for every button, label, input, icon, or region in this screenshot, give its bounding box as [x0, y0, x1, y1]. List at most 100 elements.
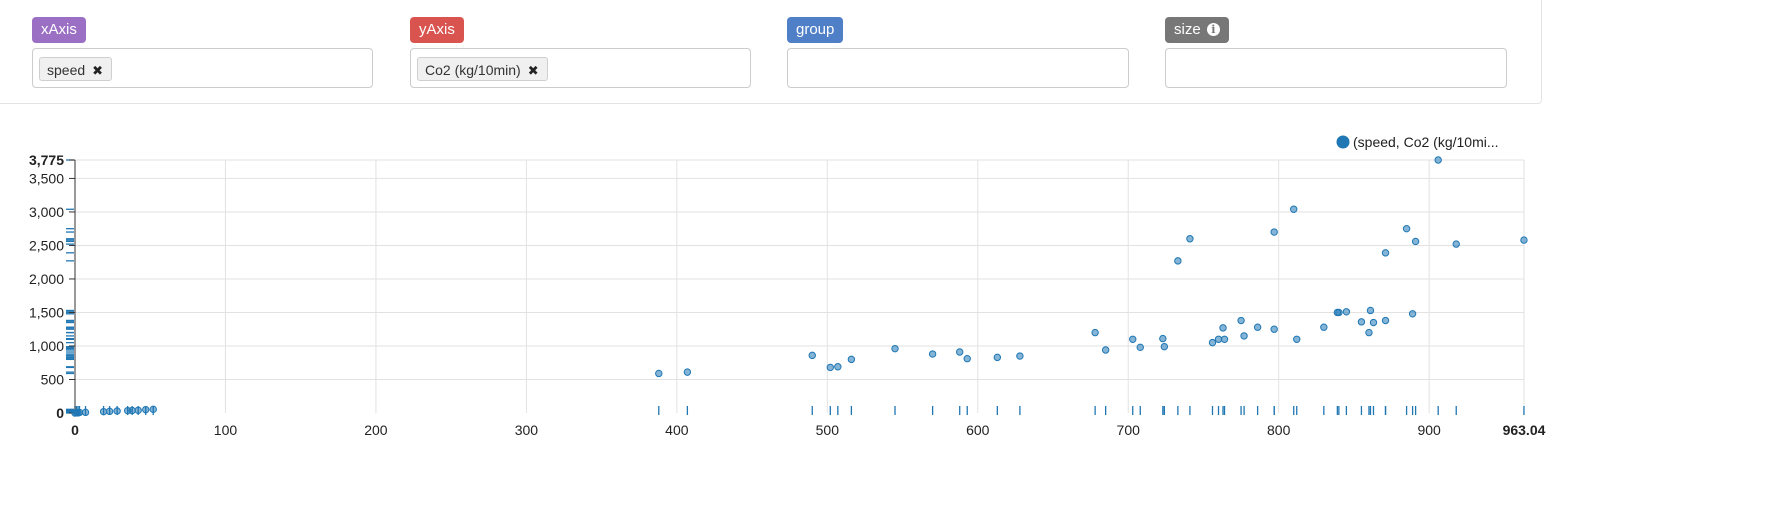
- data-point: [1452, 240, 1460, 248]
- data-point: [655, 369, 663, 378]
- x-tick-label: 500: [816, 422, 840, 438]
- data-point: [993, 353, 1002, 362]
- xaxis-field: xAxis speed ✖: [32, 17, 373, 88]
- data-points: [71, 156, 1528, 417]
- data-point: [1381, 249, 1390, 257]
- data-point: [1214, 335, 1223, 343]
- data-point: [105, 407, 114, 416]
- data-point: [1253, 323, 1262, 331]
- y-tick-label: 500: [41, 371, 65, 387]
- data-point: [956, 348, 964, 356]
- y-tick-label: 3,500: [29, 170, 64, 186]
- data-point: [928, 350, 937, 358]
- x-tick-label: 200: [364, 422, 388, 438]
- data-point: [1342, 308, 1351, 316]
- y-tick-label: 2,000: [29, 271, 64, 287]
- data-point: [1219, 324, 1227, 332]
- remove-icon[interactable]: ✖: [527, 63, 539, 78]
- axis-controls-panel: xAxis speed ✖ yAxis Co2 (kg/10min) ✖ group…: [0, 0, 1542, 104]
- data-point: [75, 408, 84, 417]
- data-point: [81, 408, 90, 417]
- xaxis-select[interactable]: speed ✖: [32, 48, 373, 88]
- x-tick-label: 300: [515, 422, 539, 438]
- data-point: [963, 355, 971, 363]
- data-point: [1208, 338, 1217, 347]
- info-circle-icon[interactable]: i: [1206, 23, 1220, 36]
- data-point: [1381, 316, 1390, 325]
- yaxis-field: yAxis Co2 (kg/10min) ✖: [410, 17, 751, 88]
- data-point: [847, 355, 856, 364]
- data-point: [134, 406, 142, 415]
- data-point: [142, 405, 150, 414]
- x-tick-label: 600: [966, 422, 990, 438]
- data-point: [1369, 318, 1378, 327]
- rug-marks: [66, 159, 1525, 415]
- data-point: [808, 351, 816, 360]
- data-point: [1520, 236, 1528, 244]
- data-point: [1365, 328, 1373, 337]
- data-point: [1091, 328, 1099, 337]
- data-point: [1159, 334, 1167, 343]
- axes: 0 100 200 300 400 500 600 700 800 900 963.04 0 500 1,…: [29, 152, 1546, 438]
- x-tick-label: 400: [665, 422, 689, 438]
- group-field: group: [787, 17, 1129, 88]
- legend-label: (speed, Co2 (kg/10mi...: [1353, 134, 1499, 150]
- size-label: size: [1174, 21, 1201, 38]
- yaxis-select[interactable]: Co2 (kg/10min) ✖: [410, 48, 751, 88]
- x-max-label: 963.04: [1503, 422, 1546, 438]
- data-point: [834, 363, 842, 371]
- data-point: [1402, 224, 1411, 233]
- grid-lines: [75, 159, 1525, 413]
- data-point: [1270, 228, 1278, 236]
- data-point: [1357, 318, 1366, 326]
- data-point: [1129, 335, 1137, 343]
- legend[interactable]: (speed, Co2 (kg/10mi...: [1336, 134, 1499, 150]
- data-point: [683, 368, 692, 376]
- x-tick-label: 900: [1417, 422, 1441, 438]
- data-point: [1237, 316, 1245, 325]
- y-tick-label: 0: [56, 405, 64, 421]
- data-point: [1136, 343, 1144, 352]
- y-tick-label: 3,000: [29, 204, 64, 220]
- y-tick-label: 1,500: [29, 304, 64, 320]
- x-tick-label: 0: [71, 422, 79, 438]
- y-max-label: 3,775: [29, 152, 64, 168]
- data-point: [1220, 335, 1229, 343]
- data-point: [1160, 342, 1169, 351]
- data-point: [1240, 332, 1248, 340]
- legend-marker: [1336, 135, 1350, 149]
- data-point: [1174, 257, 1182, 265]
- data-point: [826, 363, 835, 372]
- xaxis-chip-label: speed: [47, 62, 86, 78]
- remove-icon[interactable]: ✖: [92, 63, 104, 78]
- data-point: [1335, 308, 1343, 317]
- x-tick-label: 800: [1267, 422, 1291, 438]
- x-tick-label: 100: [214, 422, 238, 438]
- data-point: [1186, 235, 1194, 243]
- data-point: [891, 344, 899, 353]
- data-point: [1411, 237, 1420, 246]
- yaxis-chip-label: Co2 (kg/10min): [425, 62, 521, 78]
- data-point: [1101, 346, 1110, 354]
- yaxis-label: yAxis: [410, 17, 464, 43]
- data-point: [1270, 325, 1278, 333]
- data-point: [1366, 306, 1375, 315]
- data-point: [113, 407, 121, 415]
- size-field: size i: [1165, 17, 1507, 88]
- y-tick-label: 2,500: [29, 237, 64, 253]
- scatter-chart: 0 100 200 300 400 500 600 700 800 900 963.04 0 500 1,…: [29, 134, 1546, 438]
- data-point: [1434, 156, 1442, 164]
- data-point: [1016, 352, 1024, 360]
- xaxis-chip: speed ✖: [39, 57, 113, 81]
- group-label: group: [787, 17, 844, 43]
- data-point: [149, 405, 157, 414]
- data-point: [99, 407, 108, 416]
- data-point: [1293, 335, 1301, 343]
- data-point: [128, 406, 136, 415]
- data-point: [1408, 310, 1417, 318]
- x-tick-label: 700: [1117, 422, 1141, 438]
- size-label-badge: size i: [1165, 17, 1229, 43]
- xaxis-label: xAxis: [32, 17, 86, 43]
- group-select[interactable]: [787, 48, 1129, 88]
- size-select[interactable]: [1165, 48, 1507, 88]
